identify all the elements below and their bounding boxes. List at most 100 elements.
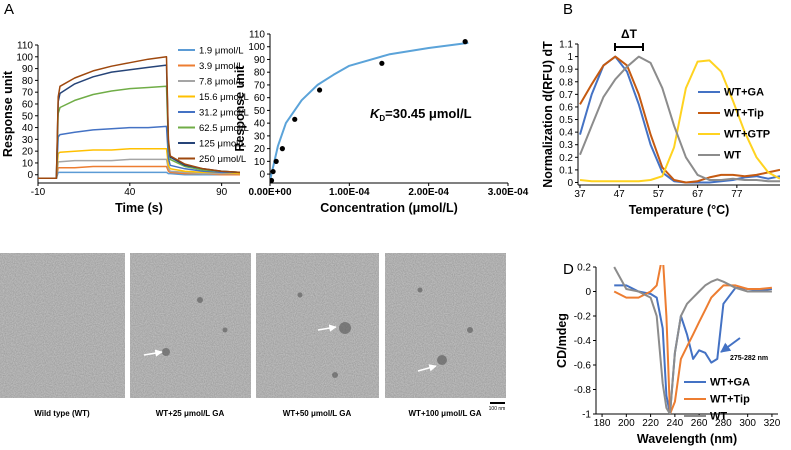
plot-area: [270, 39, 469, 183]
y-tick-label: 0: [585, 287, 591, 298]
y-tick-label: 80: [22, 76, 34, 87]
x-axis-label: Wavelength (nm): [637, 432, 737, 446]
y-tick-label: -0.4: [574, 336, 592, 347]
point: [270, 168, 276, 175]
series-line: [579, 55, 780, 184]
series-line: [614, 284, 773, 414]
kd-k: K: [370, 106, 381, 121]
y-tick-label: 0: [259, 170, 265, 181]
micrograph-texture: [385, 253, 506, 398]
x-tick-label: 300: [739, 418, 756, 429]
y-tick-label: 0.3: [559, 140, 573, 151]
series-line: [38, 148, 240, 180]
series-line: [38, 171, 240, 180]
plot-area: [579, 55, 780, 184]
y-tick-label: 90: [22, 64, 34, 75]
y-tick-label: 0: [27, 170, 33, 181]
x-tick-label: 180: [594, 418, 611, 429]
series-line: [38, 56, 240, 180]
y-tick-label: 110: [249, 30, 265, 41]
y-tick-label: 40: [22, 123, 34, 134]
caption: WT+50 μmol/L GA: [283, 409, 352, 418]
y-tick-label: 0.9: [559, 65, 573, 76]
y-tick-label: -0.2: [574, 312, 592, 323]
point: [273, 158, 279, 164]
legend-label: WT: [710, 411, 727, 423]
caption: Wild type (WT): [34, 409, 90, 418]
y-tick-label: 1: [567, 52, 573, 63]
series-line: [38, 85, 240, 180]
scale-bar-label: 100 nm: [489, 406, 506, 412]
x-tick-label: 1.00E-04: [329, 187, 370, 198]
y-tick-label: 50: [22, 111, 34, 122]
bracket: [614, 43, 644, 51]
y-tick-label: 0.6: [559, 102, 573, 113]
y-tick-label: 60: [254, 93, 266, 104]
y-tick-label: 20: [254, 144, 266, 155]
y-tick-label: 30: [22, 135, 34, 146]
x-tick-label: 90: [216, 187, 228, 198]
legend-label: WT+GA: [724, 87, 764, 99]
legend-label: 62.5 μmol/L: [199, 123, 249, 134]
x-axis-label: Concentration (μmol/L): [320, 201, 458, 215]
y-tick-label: 1.1: [559, 40, 573, 51]
point: [379, 60, 385, 66]
point: [292, 116, 298, 122]
y-axis-label: Response unit: [233, 65, 247, 152]
y-tick-label: 50: [254, 106, 266, 117]
x-tick-label: 47: [614, 189, 626, 200]
kd-sub: D: [379, 114, 385, 123]
x-tick-label: 37: [574, 189, 586, 200]
y-tick-label: 10: [254, 157, 266, 168]
y-tick-label: 0.7: [559, 90, 573, 101]
delta-t-label: ΔT: [621, 27, 638, 41]
x-tick-label: 67: [692, 189, 704, 200]
point: [270, 177, 275, 183]
x-tick-label: 40: [124, 187, 136, 198]
x-tick-label: 320: [764, 418, 781, 429]
caption: WT+25 μmol/L GA: [156, 409, 225, 418]
micrograph-texture: [130, 253, 251, 398]
micrograph-texture: [256, 253, 379, 398]
point: [462, 39, 468, 45]
legend-label: 125 μmol/L: [199, 139, 246, 150]
legend-label: WT+GTP: [724, 129, 770, 141]
x-tick-label: 200: [618, 418, 635, 429]
particles: [162, 287, 473, 378]
x-tick-label: 77: [731, 189, 743, 200]
y-tick-label: 0.2: [577, 263, 591, 274]
y-tick-label: 0.4: [559, 128, 573, 139]
legend-label: 3.9 μmol/L: [199, 61, 244, 72]
arrow: [720, 337, 741, 353]
y-tick-label: 30: [254, 131, 266, 142]
x-tick-label: 260: [691, 418, 708, 429]
wavelength-annotation: 275-282 nm: [730, 355, 768, 362]
caption: WT+100 μmol/L GA: [409, 409, 482, 418]
arrow: [317, 324, 337, 332]
legend-label: WT+Tip: [710, 394, 750, 406]
panel-label: B: [563, 1, 573, 18]
x-tick-label: 0.00E+00: [248, 187, 292, 198]
x-axis-label: Temperature (°C): [629, 203, 730, 217]
arrow: [417, 364, 437, 372]
y-tick-label: 0: [567, 178, 573, 189]
series-line: [38, 125, 240, 180]
legend-label: 250 μmol/L: [199, 154, 246, 165]
arrow: [143, 349, 163, 357]
y-tick-label: 70: [22, 88, 34, 99]
y-tick-label: 0.5: [559, 115, 573, 126]
y-tick-label: -0.6: [574, 361, 592, 372]
series-line: [579, 55, 780, 183]
x-tick-label: 280: [715, 418, 732, 429]
y-tick-label: 40: [254, 119, 266, 130]
y-axis-label: CD/mdeg: [555, 313, 569, 368]
delta-t: ΔT: [614, 27, 644, 51]
x-tick-label: -10: [31, 187, 46, 198]
series-line: [613, 265, 772, 414]
legend-label: WT: [724, 150, 741, 162]
micrograph-texture: [0, 253, 125, 398]
y-tick-label: -1: [582, 410, 591, 421]
x-tick-label: 2.00E-04: [408, 187, 449, 198]
